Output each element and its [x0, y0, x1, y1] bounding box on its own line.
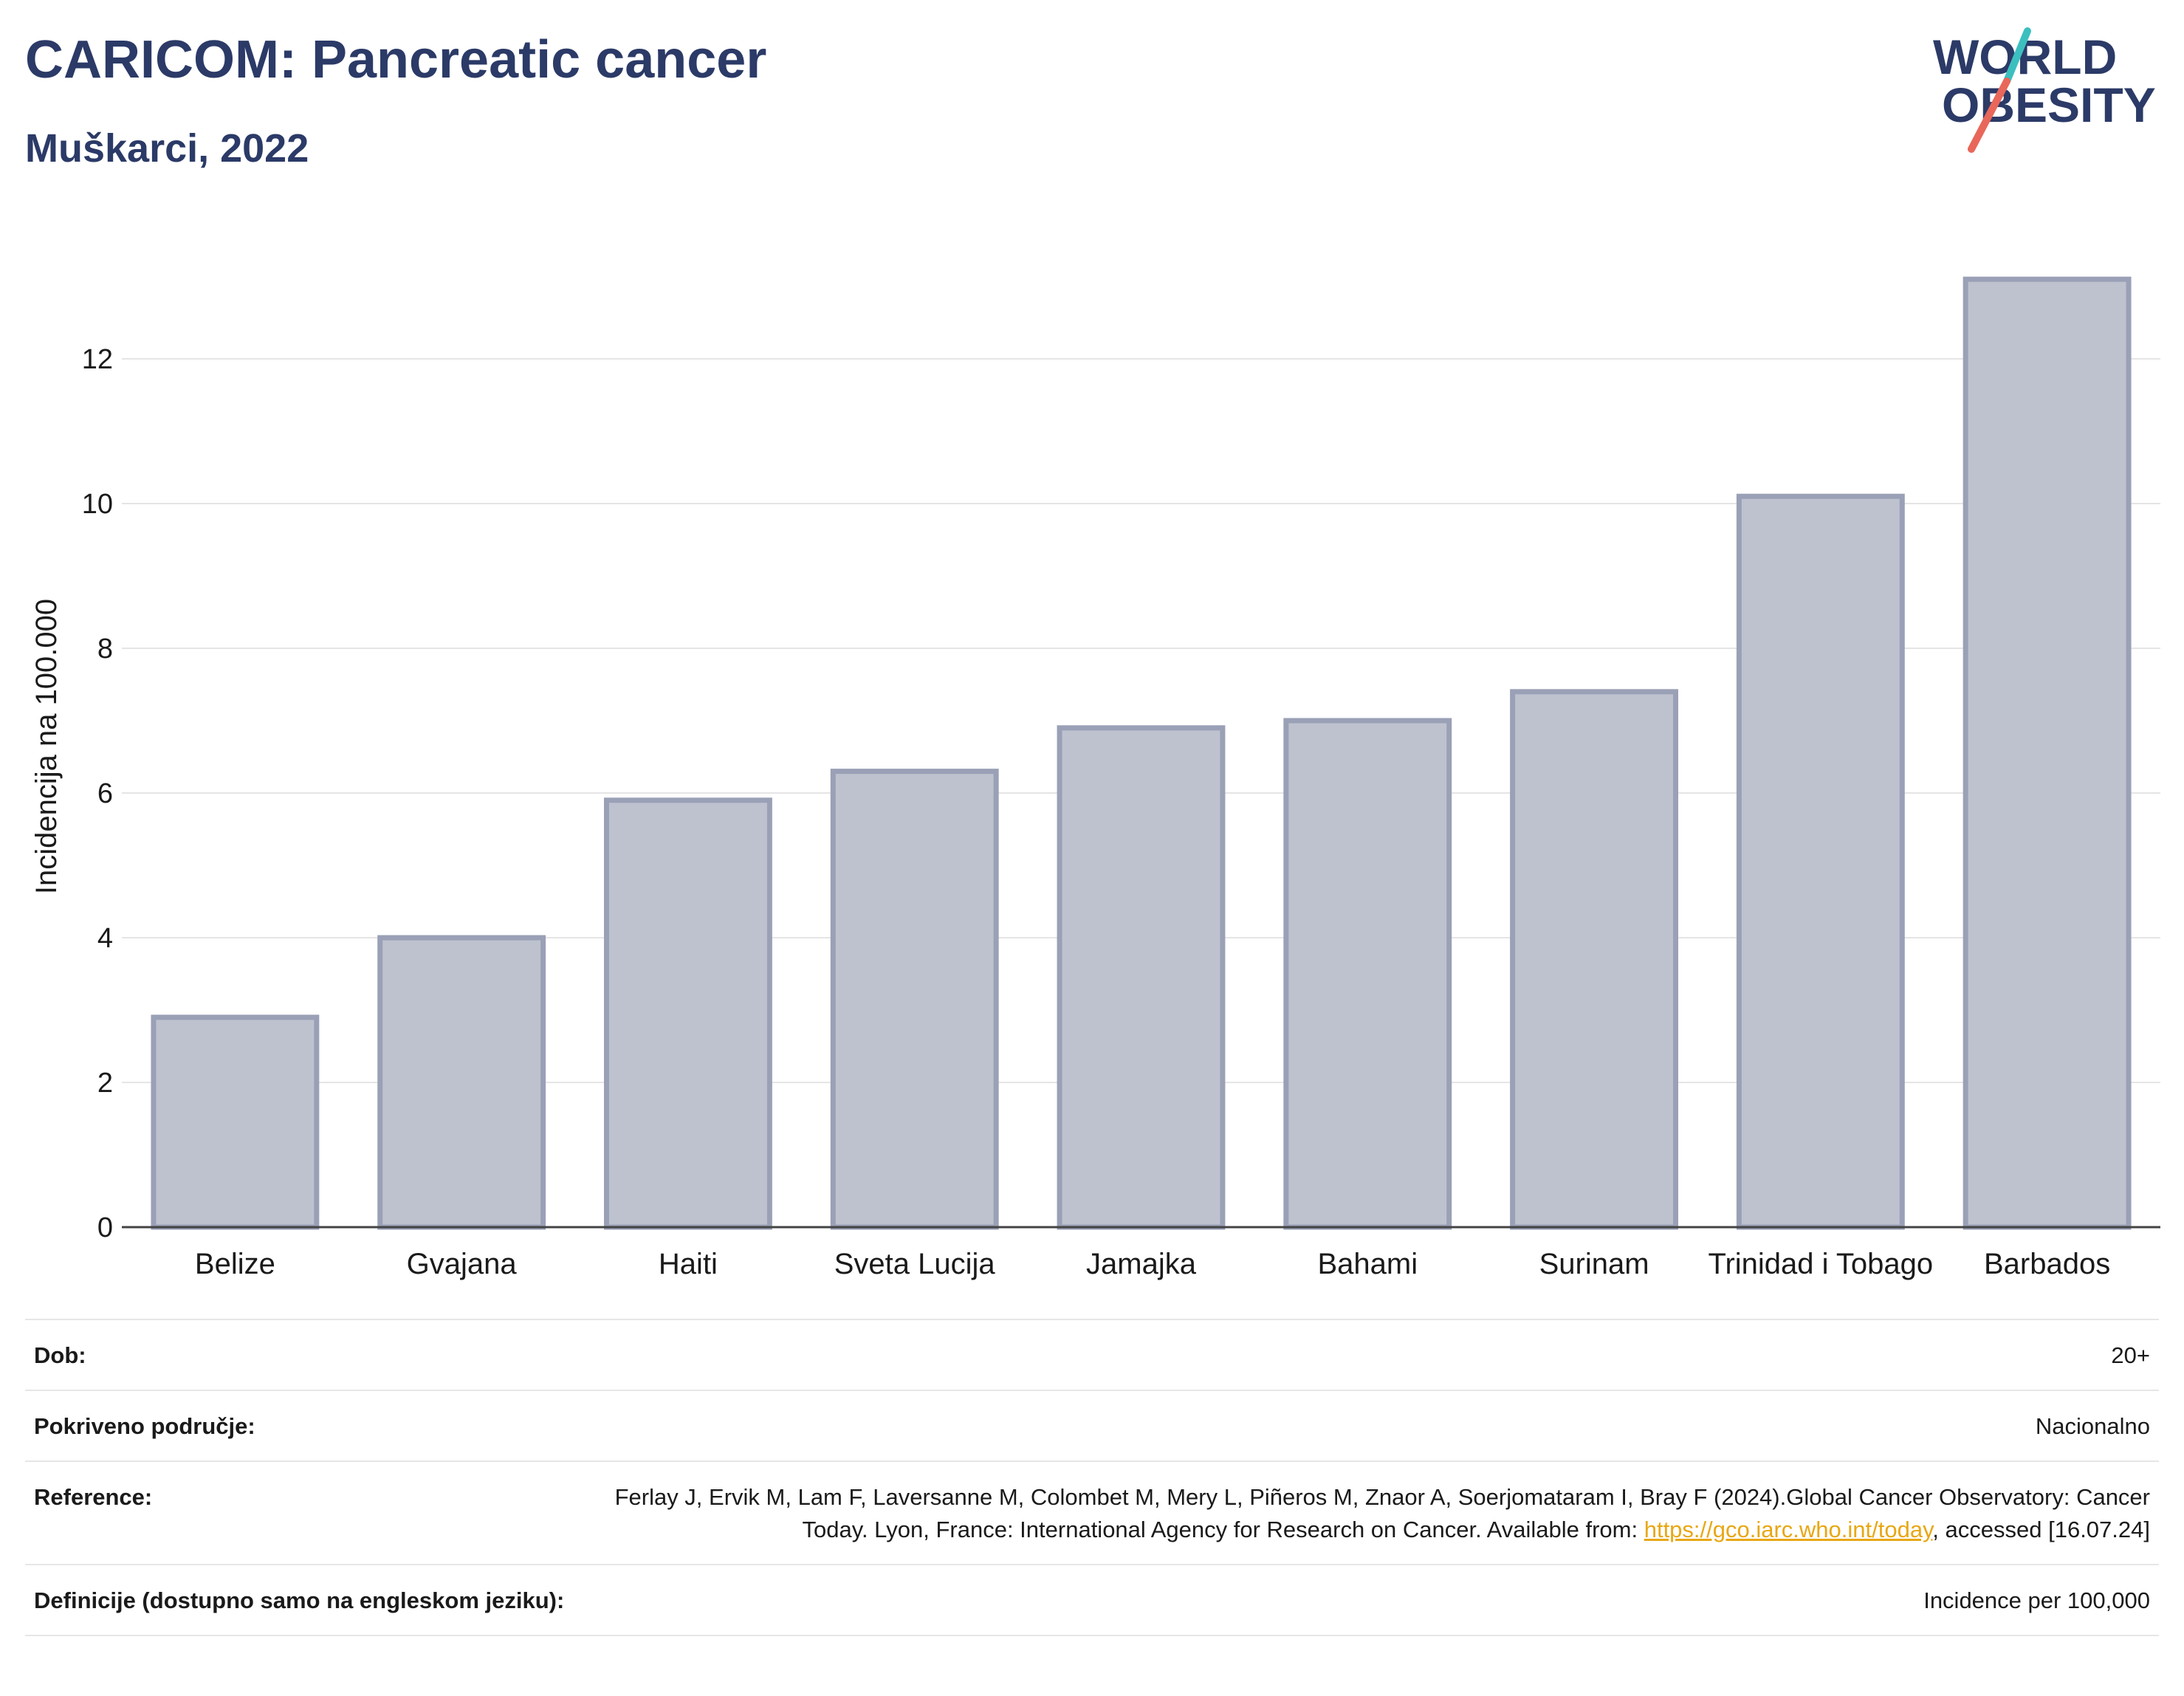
- metadata-table: Dob: 20+ Pokriveno područje: Nacionalno …: [25, 1319, 2159, 1636]
- bar: [1283, 718, 1452, 1230]
- logo-line2: OBESITY: [1942, 78, 2156, 132]
- coverage-label: Pokriveno područje:: [34, 1413, 255, 1439]
- y-tick-label: 6: [97, 778, 113, 809]
- bars: [151, 276, 2132, 1230]
- logo-slash-teal: [2003, 27, 2031, 85]
- y-tick-label: 10: [82, 489, 113, 520]
- y-axis-label: Incidencija na 100.000: [30, 599, 63, 894]
- age-value: 20+: [2111, 1342, 2150, 1368]
- x-tick-label: Bahami: [1317, 1248, 1418, 1280]
- meta-row-coverage: Pokriveno područje: Nacionalno: [25, 1390, 2159, 1460]
- chart-subtitle: Muškarci, 2022: [25, 126, 309, 171]
- bar: [604, 797, 772, 1230]
- bar: [1736, 493, 1905, 1230]
- y-tick-label: 0: [97, 1212, 113, 1243]
- x-tick-label: Trinidad i Tobago: [1709, 1248, 1934, 1280]
- y-tick-label: 2: [97, 1068, 113, 1099]
- chart-title: CARICOM: Pancreatic cancer: [25, 30, 767, 89]
- meta-row-age: Dob: 20+: [25, 1319, 2159, 1390]
- bar-chart: 0 2 4 6 8 10 12 Belize Gvajana Haiti Sveta Lucija…: [30, 276, 2160, 1280]
- reference-text: Ferlay J, Ervik M, Lam F, Laversanne M, …: [614, 1484, 2150, 1542]
- x-tick-label: Jamajka: [1086, 1248, 1197, 1280]
- definition-value: Incidence per 100,000: [1923, 1587, 2150, 1613]
- y-tick-label: 4: [97, 923, 113, 954]
- age-label: Dob:: [34, 1342, 86, 1368]
- bar: [151, 1014, 320, 1230]
- bar: [1510, 689, 1678, 1230]
- coverage-value: Nacionalno: [2035, 1413, 2150, 1439]
- x-tick-label: Gvajana: [407, 1248, 518, 1280]
- bar: [377, 935, 546, 1230]
- meta-row-definition: Definicije (dostupno samo na engleskom j…: [25, 1564, 2159, 1636]
- reference-label: Reference:: [34, 1484, 153, 1510]
- y-tick-label: 8: [97, 634, 113, 665]
- meta-row-reference: Reference: Ferlay J, Ervik M, Lam F, Lav…: [25, 1460, 2159, 1564]
- x-tick-label: Barbados: [1984, 1248, 2110, 1280]
- definition-label: Definicije (dostupno samo na engleskom j…: [34, 1587, 565, 1613]
- x-tick-label: Surinam: [1539, 1248, 1649, 1280]
- reference-value: Ferlay J, Ervik M, Lam F, Laversanne M, …: [600, 1481, 2150, 1546]
- bar: [830, 769, 999, 1230]
- logo-slash-coral: [1968, 78, 2010, 153]
- y-tick-labels: 0 2 4 6 8 10 12: [82, 344, 113, 1243]
- bar: [1962, 276, 2132, 1230]
- x-tick-label: Sveta Lucija: [834, 1248, 996, 1280]
- x-tick-label: Haiti: [659, 1248, 718, 1280]
- x-tick-labels: Belize Gvajana Haiti Sveta Lucija Jamajka Bah…: [195, 1248, 2110, 1280]
- bar: [1057, 725, 1226, 1230]
- y-tick-label: 12: [82, 344, 113, 375]
- reference-tail: , accessed [16.07.24]: [1932, 1517, 2150, 1542]
- world-obesity-logo: WORLD OBESITY: [1933, 27, 2156, 153]
- x-tick-label: Belize: [195, 1248, 275, 1280]
- reference-link[interactable]: https://gco.iarc.who.int/today: [1644, 1517, 1933, 1542]
